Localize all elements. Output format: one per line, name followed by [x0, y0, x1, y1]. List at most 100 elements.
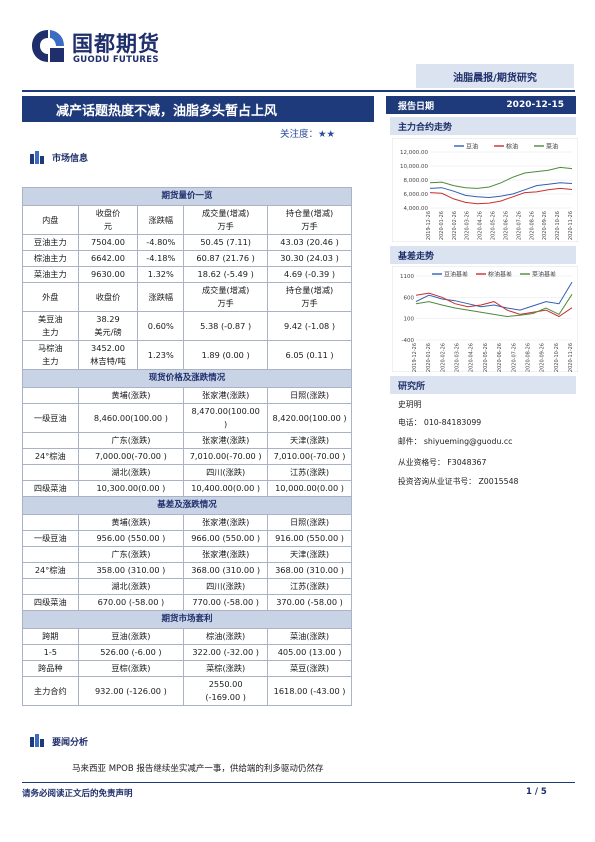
- table-row: 菜油主力 9630.00 1.32% 18.62 (-5.49 ) 4.69 (-0.3…: [22, 266, 352, 283]
- table-cell: 526.00 (-6.00 ): [77, 644, 185, 661]
- table-cell: -4.18%: [137, 250, 185, 267]
- table-cell: 张家港(涨跌): [183, 514, 269, 531]
- series-line: [415, 292, 573, 318]
- table-cell: 日照(涨跌): [267, 514, 352, 531]
- table-cell: 4.69 (-0.39 ): [267, 266, 352, 283]
- table-cell: 马棕油 主力: [22, 340, 79, 370]
- table-cell: 932.00 (-126.00 ): [77, 676, 185, 706]
- x-tick-label: 2020-08-26: [525, 343, 531, 372]
- table-cell: 涨跌幅: [137, 205, 185, 235]
- y-tick-label: 4,000.00: [404, 206, 429, 212]
- page-number: 1 / 5: [526, 787, 547, 797]
- x-tick-label: 2020-04-26: [478, 211, 484, 240]
- table-cell: 670.00 (-58.00 ): [77, 594, 185, 611]
- table-cell: 美豆油 主力: [22, 311, 79, 341]
- table-cell: 成交量(增减) 万手: [183, 282, 269, 312]
- table-cell: 跨品种: [22, 660, 79, 677]
- table-cell: 1618.00 (-43.00 ): [267, 676, 352, 706]
- news-icon: [30, 734, 44, 747]
- table-cell: 持仓量(增减) 万手: [267, 205, 352, 235]
- x-tick-label: 2020-09-26: [540, 343, 546, 372]
- basis-band-row: 基差及涨跌情况: [22, 496, 352, 515]
- table-cell: 30.30 (24.03 ): [267, 250, 352, 267]
- attention-label: 关注度：: [280, 129, 319, 140]
- table-row: 四级菜油 670.00 (-58.00 ) 770.00 (-58.00 ) 370.…: [22, 594, 352, 611]
- table-cell: 10,400.00(0.00 ): [183, 480, 269, 497]
- table-cell: 1.89 (0.00 ): [183, 340, 269, 370]
- footer-rule: [22, 782, 575, 783]
- market-info-icon: [30, 151, 44, 164]
- x-tick-label: 2020-03-26: [455, 343, 461, 372]
- table-header-row: 内盘 收盘价元涨跌幅 成交量(增减) 万手 持仓量(增减) 万手: [22, 205, 352, 235]
- table-cell: 张家港(涨跌): [183, 387, 269, 404]
- x-tick-label: 2020-03-26: [465, 211, 471, 240]
- disclaimer-link[interactable]: 请务必阅读正文后的免责声明: [22, 789, 133, 799]
- table-cell: 收盘价元: [77, 205, 139, 235]
- x-tick-label: 2020-04-26: [469, 343, 475, 372]
- x-tick-label: 2020-01-26: [426, 343, 432, 372]
- table-cell: 405.00 (13.00 ): [267, 644, 352, 661]
- arb-band-row: 期货市场套利: [22, 610, 352, 629]
- x-tick-label: 2020-11-26: [568, 211, 574, 240]
- table-row: 马棕油 主力 3452.00 林吉特/吨 1.23% 1.89 (0.00 ) 6.05 (…: [22, 340, 352, 370]
- table-row: 主力合约 932.00 (-126.00 ) 2550.00 (-169.00 ) 16…: [22, 676, 352, 706]
- table-row: 广东(涨跌) 张家港(涨跌) 天津(涨跌): [22, 546, 352, 563]
- table-row: 美豆油 主力 38.29 美元/磅 0.60% 5.38 (-0.87 ) 9.42 (-1…: [22, 311, 352, 341]
- x-tick-label: 2020-02-26: [452, 211, 458, 240]
- table-cell: 9630.00: [77, 266, 139, 283]
- logo-text: 国都期货: [72, 32, 160, 56]
- analyst-name: 史玥明: [398, 400, 422, 409]
- date-label: 报告日期: [398, 101, 435, 112]
- table-cell: [22, 464, 79, 481]
- x-tick-label: 2020-05-26: [491, 211, 497, 240]
- table-row: 1-5 526.00 (-6.00 ) 322.00 (-32.00 ) 405.00…: [22, 644, 352, 661]
- date-value: 2020-12-15: [506, 100, 564, 110]
- table-cell: 菜棕(涨跌): [183, 660, 269, 677]
- y-tick-label: 1100: [400, 274, 414, 280]
- table-cell: 8,470.00(100.00): [183, 403, 269, 433]
- x-tick-label: 2020-06-26: [497, 343, 503, 372]
- basis-band-title: 基差及涨跌情况: [22, 496, 352, 515]
- table-cell: 0.60%: [137, 311, 185, 341]
- table-cell: 8,460.00(100.00 ): [77, 403, 185, 433]
- table-cell: 322.00 (-32.00 ): [183, 644, 269, 661]
- table-cell: 7504.00: [77, 234, 139, 251]
- table-cell: 江苏(涨跌): [267, 578, 352, 595]
- table-cell: 916.00 (550.00 ): [267, 530, 352, 547]
- header-rule: [22, 90, 575, 92]
- table-cell: 日照(涨跌): [267, 387, 352, 404]
- table-cell: 368.00 (310.00 ): [267, 562, 352, 579]
- news-text: 马来西亚 MPOB 报告继续坐实减产一事，供给端的利多驱动仍然存: [72, 764, 324, 774]
- table-cell: 张家港(涨跌): [183, 546, 269, 563]
- table-header-row: 外盘 收盘价 涨跌幅 成交量(增减) 万手 持仓量(增减) 万手: [22, 282, 352, 312]
- table-cell: 60.87 (21.76 ): [183, 250, 269, 267]
- table-cell: 50.45 (7.11): [183, 234, 269, 251]
- main-contract-title: 主力合约走势: [390, 117, 576, 135]
- table-cell: 菜豆(涨跌): [267, 660, 352, 677]
- table-cell: 一级豆油: [22, 403, 79, 433]
- table-cell: 10,000.00(0.00 ): [267, 480, 352, 497]
- table-cell: 1-5: [22, 644, 79, 661]
- y-tick-label: -400: [402, 338, 415, 344]
- table-cell: 18.62 (-5.49 ): [183, 266, 269, 283]
- table-cell: 368.00 (310.00 ): [183, 562, 269, 579]
- table-cell: 5.38 (-0.87 ): [183, 311, 269, 341]
- y-tick-label: 10,000.00: [400, 164, 428, 170]
- table-cell: [22, 514, 79, 531]
- table-cell: 跨期: [22, 628, 79, 645]
- table-row: 跨期 豆油(涨跌) 棕油(涨跌) 菜油(涨跌): [22, 628, 352, 645]
- table-cell: 收盘价: [77, 282, 139, 312]
- attention-stars: ★★: [318, 129, 336, 140]
- main-contract-chart: 豆油 棕油 菜油 12,000.00 10,000.00 8,000.00 6,000.00…: [392, 138, 578, 242]
- table-cell: 8,420.00(100.00 ): [267, 403, 352, 433]
- table-cell: 770.00 (-58.00 ): [183, 594, 269, 611]
- series-line: [415, 294, 573, 318]
- x-tick-label: 2020-11-26: [568, 343, 574, 372]
- table-cell: 棕油(涨跌): [183, 628, 269, 645]
- table-cell: 7,010.00(-70.00 ): [183, 448, 269, 465]
- table-row: 湖北(涨跌) 四川(涨跌) 江苏(涨跌): [22, 464, 352, 481]
- table-cell: 3452.00 林吉特/吨: [77, 340, 139, 370]
- table-cell: 豆棕(涨跌): [77, 660, 185, 677]
- y-tick-label: 6,000.00: [404, 192, 429, 198]
- table-cell: 24°棕油: [22, 448, 79, 465]
